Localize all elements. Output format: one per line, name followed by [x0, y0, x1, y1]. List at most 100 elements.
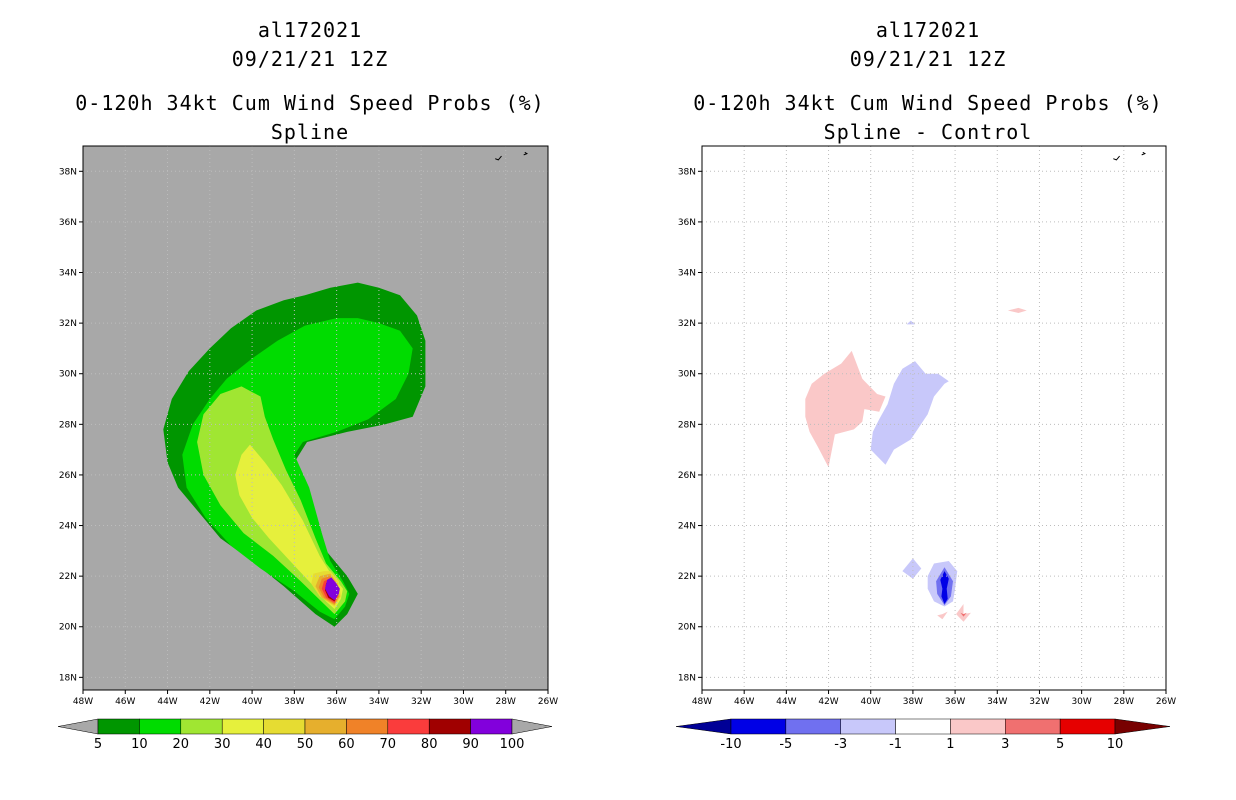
right-y-tick-label-8: 34N — [678, 269, 696, 279]
left-colorbar-swatch-3 — [221, 718, 264, 735]
right-colorbar-low-arrow — [675, 718, 732, 735]
right-title-block: al172021 09/21/21 12Z 0-120h 34kt Cum Wi… — [650, 16, 1206, 147]
left-subtitle: Spline — [270, 120, 350, 144]
right-colorbar-swatch-5 — [1005, 718, 1061, 735]
right-y-tick-label-6: 30N — [678, 370, 696, 380]
right-shaded-region-0 — [805, 350, 886, 468]
right-x-tick-label-9: 30W — [1071, 697, 1091, 707]
left-colorbar-swatch-7 — [387, 718, 430, 735]
left-y-tick-label-6: 30N — [59, 370, 77, 380]
left-x-tick-label-3: 42W — [200, 697, 220, 707]
left-colorbar-swatch-0 — [97, 718, 140, 735]
right-storm-id: al172021 — [875, 18, 981, 42]
right-product-title: 0-120h 34kt Cum Wind Speed Probs (%) — [693, 91, 1163, 115]
left-colorbar-label-3: 30 — [214, 737, 231, 752]
right-shaded-region-4 — [902, 558, 922, 579]
right-shaded-region-8 — [937, 611, 948, 620]
left-island-outline-0 — [495, 155, 502, 161]
left-colorbar-swatch-2 — [180, 718, 223, 735]
left-title-block: al172021 09/21/21 12Z 0-120h 34kt Cum Wi… — [32, 16, 588, 147]
right-y-tick-label-0: 18N — [678, 673, 696, 683]
right-island-outline-0 — [1113, 155, 1120, 161]
right-colorbar-swatch-3 — [895, 718, 951, 735]
right-y-tick-label-9: 36N — [678, 218, 696, 228]
right-x-tick-label-1: 46W — [734, 697, 754, 707]
left-map-panel: 48W 46W 44W 42W 40W 38W 36W 34W 32W 30W 28W 26W 18N 2… — [57, 145, 558, 752]
right-x-tick-label-3: 42W — [818, 697, 838, 707]
right-x-tick-label-7: 34W — [987, 697, 1007, 707]
left-x-tick-label-0: 48W — [73, 697, 93, 707]
left-colorbar-swatch-4 — [263, 718, 306, 735]
right-colorbar-label-4: 1 — [946, 737, 954, 752]
right-x-tick-label-4: 40W — [861, 697, 881, 707]
left-colorbar-label-7: 70 — [380, 737, 397, 752]
left-x-tick-label-10: 28W — [496, 697, 516, 707]
right-shaded-region-9 — [956, 604, 971, 622]
left-colorbar-label-5: 50 — [297, 737, 314, 752]
right-x-tick-label-6: 36W — [945, 697, 965, 707]
left-x-tick-label-4: 40W — [242, 697, 262, 707]
left-x-tick-label-5: 38W — [284, 697, 304, 707]
right-colorbar-swatch-0 — [730, 718, 787, 735]
left-y-tick-label-8: 34N — [59, 269, 77, 279]
right-colorbar-label-2: -3 — [834, 737, 847, 752]
right-colorbar-label-1: -5 — [779, 737, 792, 752]
left-shaded-region-3 — [235, 444, 343, 609]
left-y-tick-label-7: 32N — [59, 319, 77, 329]
right-colorbar-label-6: 5 — [1056, 737, 1064, 752]
right-map-frame — [701, 145, 1167, 691]
left-colorbar-swatch-9 — [470, 718, 513, 735]
left-x-tick-label-2: 44W — [157, 697, 177, 707]
left-storm-id: al172021 — [257, 18, 363, 42]
left-colorbar-label-10: 100 — [500, 737, 525, 752]
left-x-tick-label-6: 36W — [326, 697, 346, 707]
right-colorbar-label-5: 3 — [1001, 737, 1009, 752]
right-y-tick-label-7: 32N — [678, 319, 696, 329]
right-map-panel: 48W 46W 44W 42W 40W 38W 36W 34W 32W 30W 28W 26W 18N 2… — [675, 145, 1176, 752]
left-island-outline-1 — [523, 151, 528, 156]
right-colorbar-swatch-6 — [1059, 718, 1116, 735]
left-colorbar-high-arrow — [511, 718, 553, 735]
left-shaded-region-9 — [325, 577, 340, 601]
left-colorbar-label-8: 80 — [421, 737, 438, 752]
left-colorbar-label-9: 90 — [462, 737, 479, 752]
right-colorbar-swatch-4 — [950, 718, 1006, 735]
left-y-tick-label-5: 28N — [59, 420, 77, 430]
right-x-tick-label-5: 38W — [903, 697, 923, 707]
right-y-tick-label-4: 26N — [678, 471, 696, 481]
right-colorbar-swatch-2 — [840, 718, 896, 735]
right-y-tick-label-3: 24N — [678, 522, 696, 532]
right-subtitle: Spline - Control — [823, 120, 1033, 144]
left-product-title: 0-120h 34kt Cum Wind Speed Probs (%) — [75, 91, 545, 115]
left-colorbar-label-2: 20 — [173, 737, 190, 752]
right-colorbar-label-7: 10 — [1107, 737, 1124, 752]
right-x-tick-label-8: 32W — [1029, 697, 1049, 707]
left-colorbar-label-6: 60 — [338, 737, 355, 752]
right-map-background — [702, 146, 1166, 690]
right-shaded-region-10 — [960, 612, 967, 617]
left-y-tick-label-9: 36N — [59, 218, 77, 228]
left-x-tick-label-9: 30W — [453, 697, 473, 707]
left-y-tick-label-2: 22N — [59, 572, 77, 582]
right-colorbar-swatch-1 — [785, 718, 841, 735]
left-colorbar-swatch-1 — [139, 718, 182, 735]
right-shaded-region-7 — [940, 571, 949, 604]
left-colorbar-swatch-6 — [346, 718, 389, 735]
right-y-tick-label-10: 38N — [678, 167, 696, 177]
right-y-tick-label-1: 20N — [678, 623, 696, 633]
right-date: 09/21/21 12Z — [849, 47, 1007, 71]
right-x-tick-label-0: 48W — [692, 697, 712, 707]
left-y-tick-label-3: 24N — [59, 522, 77, 532]
right-shaded-region-2 — [906, 320, 915, 325]
right-island-outline-1 — [1141, 151, 1146, 156]
right-shaded-region-3 — [1007, 307, 1027, 313]
left-colorbar-low-arrow — [57, 718, 99, 735]
left-colorbar-swatch-5 — [304, 718, 347, 735]
right-y-tick-label-2: 22N — [678, 572, 696, 582]
left-x-tick-label-7: 34W — [369, 697, 389, 707]
right-x-tick-label-10: 28W — [1114, 697, 1134, 707]
left-colorbar-label-4: 40 — [255, 737, 272, 752]
left-y-tick-label-10: 38N — [59, 167, 77, 177]
right-shaded-region-1 — [870, 361, 949, 465]
